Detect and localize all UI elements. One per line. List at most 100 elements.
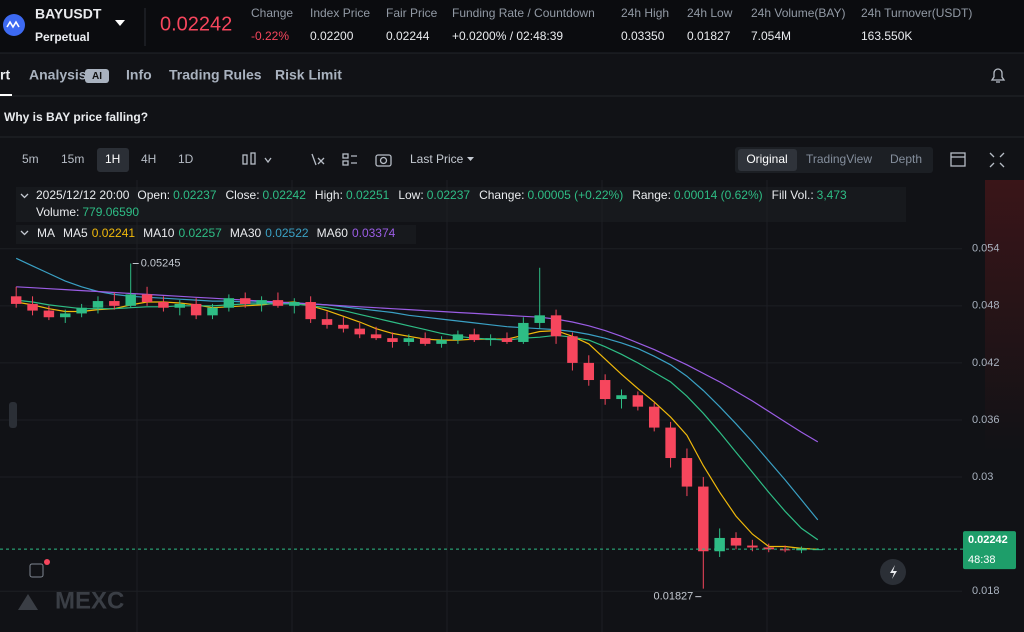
tabs: rt Analysis Info Trading Rules Risk Limit [0,67,342,83]
layout-icon[interactable] [351,155,357,164]
info-text: Change: [479,188,524,202]
symbol-caret[interactable] [115,20,125,26]
price-type[interactable]: Last Price [410,152,464,166]
ma-row-bg [16,225,416,244]
replay-icon[interactable] [29,563,44,578]
info-row-bg [16,187,906,222]
lightning-icon[interactable] [890,565,897,579]
contract-type: Perpetual [35,30,90,44]
interval[interactable]: 5m [22,152,39,166]
info-text: MA [37,226,55,240]
candle-body [632,395,644,407]
info-text: 0.02237 [427,188,471,202]
candle-body [436,340,447,344]
info-text: Close: [226,188,260,202]
tab[interactable]: Info [126,67,152,83]
candle-body [681,458,693,487]
layout-icon[interactable] [342,153,349,159]
candle-body [43,310,55,318]
view-option[interactable]: Original [746,152,787,166]
tab[interactable]: Analysis [29,67,87,83]
caret[interactable] [264,157,272,164]
view-option[interactable]: Depth [890,152,922,166]
top-bar [0,0,1024,53]
watermark-logo [18,594,38,610]
candle-body [730,537,742,546]
camera-icon[interactable] [379,156,388,165]
candle-body [452,334,464,341]
info-text: Range: [632,188,671,202]
candle-body [305,302,316,320]
notification-dot [44,559,50,565]
countdown: 48:38 [968,554,996,566]
info-text: 0.02257 [178,226,222,240]
candle-body [223,298,235,308]
view-option[interactable]: TradingView [806,152,872,166]
side-handle[interactable] [9,402,17,428]
interval[interactable]: 1D [178,152,194,166]
candle-body [485,338,496,341]
y-tick-label: 0.054 [972,243,1000,255]
tab[interactable]: Trading Rules [169,67,262,83]
candle-body [779,549,791,551]
candle-body [76,307,87,314]
candle-body [567,336,578,363]
candle-body [665,427,676,459]
ai-prompt[interactable]: Why is BAY price falling? [4,110,148,124]
window-icon[interactable] [950,152,966,167]
symbol[interactable]: BAYUSDT [35,6,102,22]
stat-value: 0.02244 [386,29,430,43]
stat-value: 0.01827 [687,29,731,43]
interval[interactable]: 1H [105,152,120,166]
info-text: 0.02242 [263,188,307,202]
candle-body [92,301,104,308]
collapse-icons[interactable] [20,193,29,236]
stat-label: 24h Volume(BAY) [751,6,846,20]
info-text: 0.02241 [92,226,136,240]
caret[interactable] [467,157,474,161]
indicator-icon[interactable] [311,153,325,166]
candle-body [354,328,365,335]
interval[interactable]: 15m [61,152,84,166]
candle-body [469,334,480,341]
info-text: 0.02237 [173,188,217,202]
info-text: MA30 [230,226,262,240]
info-text: 0.00014 (0.62%) [674,188,763,202]
ai-badge [85,69,109,83]
info-text: MA60 [317,226,349,240]
layout-icon[interactable] [342,160,349,166]
interval-selected [97,148,129,172]
candle-body [239,298,251,304]
tab[interactable]: rt [0,67,10,83]
candle-body [747,545,758,548]
toolbar-icons [242,152,1005,168]
candle-body [190,303,202,316]
camera-icon[interactable] [375,154,392,167]
stat-label: Funding Rate / Countdown [452,6,595,20]
intervals: 5m 15m 1H 4H 1D [22,152,194,166]
info-text: Low: [398,188,423,202]
info-text: High: [315,188,343,202]
candle-body [648,406,660,428]
candle-body [289,302,300,306]
candle-icon[interactable] [242,154,248,165]
stat-label: 24h Low [687,6,733,20]
coin-logo-mark [6,20,20,29]
candle-body [583,362,595,381]
bell-icon[interactable] [990,68,1006,83]
candle-body [10,296,22,304]
view-selected [738,149,797,171]
candle-body [338,324,349,329]
info-text: 0.03374 [352,226,396,240]
candle-icon[interactable] [250,152,256,165]
fullscreen-icon[interactable] [989,152,1005,168]
stat-value: 0.03350 [621,29,665,43]
candle-body [60,313,71,318]
stats: Change -0.22% Index Price 0.02200 Fair Price… [251,6,972,43]
candle-body [796,548,807,551]
tab[interactable]: Risk Limit [275,67,342,83]
interval[interactable]: 4H [141,152,156,166]
candle-body [321,319,333,325]
last-price-label: 0.02242 [968,534,1008,546]
